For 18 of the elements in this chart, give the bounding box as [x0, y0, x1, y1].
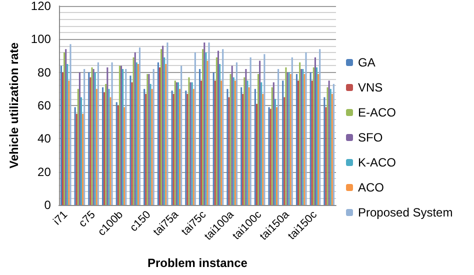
legend-label: K-ACO	[358, 156, 396, 170]
x-tick-label: i71	[51, 208, 70, 228]
legend-label: GA	[358, 56, 376, 70]
y-tick-label: 100	[30, 32, 52, 46]
y-tick-label: 40	[38, 132, 52, 146]
legend-label: VNS	[358, 80, 383, 94]
y-tick-label: 80	[38, 65, 52, 80]
legend-label: Proposed System	[358, 206, 453, 220]
legend-label: ACO	[358, 180, 384, 194]
y-tick-label: 0	[44, 198, 52, 212]
legend-label: E-ACO	[358, 106, 396, 120]
y-tick-label: 120	[30, 0, 52, 13]
x-axis-title: Problem instance	[147, 256, 248, 270]
y-axis-title: Vehicle utilization rate	[7, 42, 21, 169]
y-tick-label: 60	[38, 98, 52, 112]
y-tick-label: 20	[38, 164, 52, 179]
x-tick-label: c75	[76, 208, 98, 230]
legend-label: SFO	[358, 130, 383, 144]
